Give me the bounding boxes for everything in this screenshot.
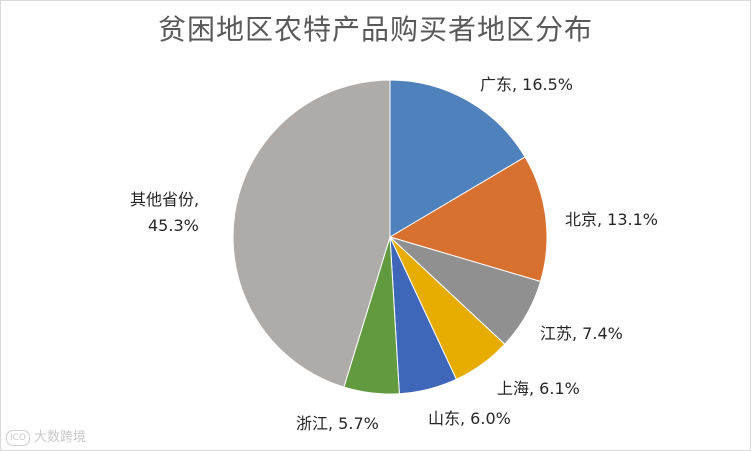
- watermark: ICO 大数跨境: [6, 426, 86, 446]
- slice-label-guangdong: 广东, 16.5%: [480, 75, 573, 94]
- watermark-text: 大数跨境: [34, 430, 87, 445]
- slice-label-other-line2: 45.3%: [148, 216, 199, 235]
- pie-slices: [232, 79, 548, 395]
- slice-label-other-line1: 其他省份,: [130, 190, 199, 209]
- slice-label-shanghai: 上海, 6.1%: [497, 379, 580, 398]
- slice-label-zhejiang: 浙江, 5.7%: [296, 414, 379, 433]
- chart-title: 贫困地区农特产品购买者地区分布: [157, 13, 593, 46]
- watermark-logo-icon: ICO: [6, 429, 30, 446]
- pie-slice-beijing: [388, 156, 548, 283]
- slice-label-beijing: 北京, 13.1%: [565, 210, 658, 229]
- pie-slice-guangdong: [389, 79, 526, 238]
- slice-label-shandong: 山东, 6.0%: [428, 409, 511, 428]
- pie-slice-other: [232, 79, 391, 388]
- slice-label-jiangsu: 江苏, 7.4%: [540, 324, 623, 343]
